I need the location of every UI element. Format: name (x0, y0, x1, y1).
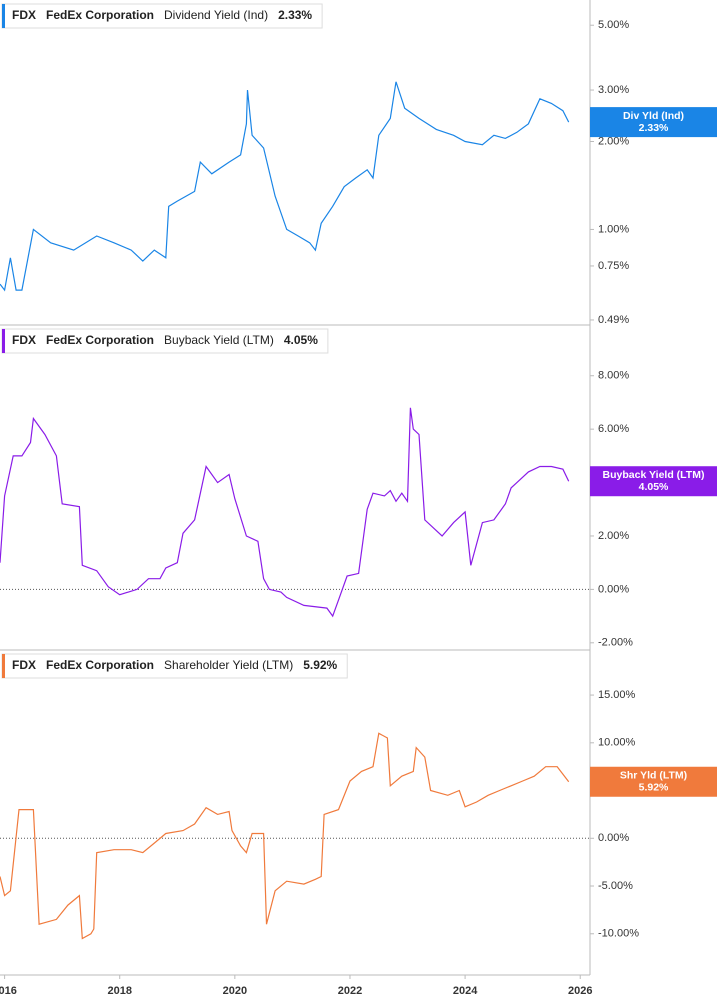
x-tick-label: 2024 (453, 985, 478, 997)
legend-box (1, 653, 348, 679)
value-badge (590, 466, 717, 497)
series-line (0, 407, 570, 618)
legend-swatch (2, 4, 5, 28)
x-tick-label: 2026 (568, 985, 592, 997)
y-tick-label: -10.00% (598, 928, 639, 940)
legend: FDX FedEx Corporation Shareholder Yield (L… (1, 653, 348, 679)
y-tick-label: -2.00% (598, 637, 633, 649)
series-line (0, 81, 570, 292)
y-tick-label: -5.00% (598, 880, 633, 892)
legend-swatch (2, 654, 5, 678)
legend-label: Shareholder Yield (LTM) (164, 658, 293, 672)
badge-label: Div Yld (Ind) (623, 110, 684, 122)
series-line (0, 732, 570, 940)
legend-text: FedEx Corporation (46, 8, 154, 22)
badge-value: 5.92% (639, 782, 669, 794)
legend: FDX FedEx Corporation Buyback Yield (LTM) 4… (1, 328, 329, 354)
y-tick-label: 2.00% (598, 135, 629, 147)
y-tick-label: 10.00% (598, 737, 636, 749)
legend-text: FDX (12, 333, 36, 347)
legend-text: FDX (12, 8, 36, 22)
y-tick-label: 15.00% (598, 689, 636, 701)
legend-label: Buyback Yield (LTM) (164, 333, 274, 347)
y-tick-label: 0.49% (598, 314, 629, 326)
y-tick-label: 8.00% (598, 370, 629, 382)
legend-text: FedEx Corporation (46, 333, 154, 347)
legend-text: FedEx Corporation (46, 658, 154, 672)
legend-text: 5.92% (303, 658, 337, 672)
legend-text: 4.05% (284, 333, 318, 347)
legend-box (1, 328, 329, 354)
x-tick-label: 2018 (107, 985, 131, 997)
legend-swatch (2, 329, 5, 353)
legend-text: 2.33% (278, 8, 312, 22)
badge-label: Shr Yld (LTM) (620, 770, 687, 782)
badge-value: 4.05% (639, 481, 669, 493)
y-tick-label: 1.00% (598, 223, 629, 235)
legend-label: Dividend Yield (Ind) (164, 8, 268, 22)
x-tick-label: 2016 (0, 985, 17, 997)
x-tick-label: 2020 (223, 985, 247, 997)
x-tick-label: 2022 (338, 985, 362, 997)
value-badge (590, 107, 717, 138)
y-tick-label: 6.00% (598, 423, 629, 435)
legend: FDX FedEx Corporation Dividend Yield (Ind)… (1, 3, 323, 29)
y-tick-label: 5.00% (598, 19, 629, 31)
badge-value: 2.33% (639, 122, 669, 134)
badge-label: Buyback Yield (LTM) (603, 469, 705, 481)
y-tick-label: 0.00% (598, 583, 629, 595)
y-tick-label: 3.00% (598, 84, 629, 96)
legend-text: FDX (12, 658, 36, 672)
y-tick-label: 0.00% (598, 832, 629, 844)
value-badge (590, 766, 717, 797)
y-tick-label: 0.75% (598, 260, 629, 272)
y-tick-label: 2.00% (598, 530, 629, 542)
